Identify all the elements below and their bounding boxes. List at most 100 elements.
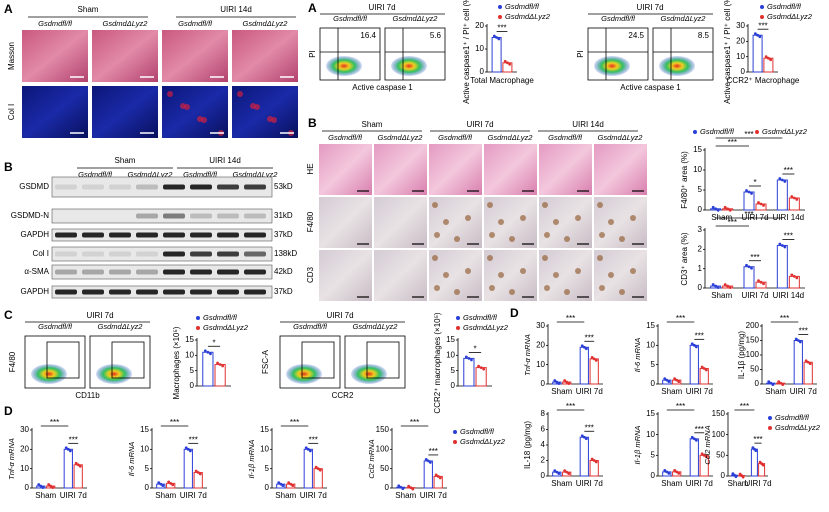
flow-x-label: CCR2: [332, 391, 354, 400]
bar: [491, 37, 502, 73]
genotype-label: GsdmdΔLyz2: [243, 19, 289, 28]
y-tick-label: 0: [385, 483, 390, 492]
y-tick-label: 10: [20, 464, 29, 473]
point: [167, 480, 171, 484]
point: [188, 449, 192, 453]
sig-label: ***: [309, 435, 318, 444]
y-tick-label: 15: [260, 425, 269, 434]
point: [723, 283, 727, 286]
x-tick-label: UIRI 7d: [420, 491, 447, 500]
legend-marker: [453, 430, 457, 434]
sig-label: ***: [780, 314, 789, 323]
y-tick-label: 10: [446, 350, 455, 359]
legend-label: GsdmdΔLyz2: [505, 12, 551, 21]
panel-label: D: [4, 404, 13, 418]
stain-spot: [509, 289, 515, 295]
gate-value: 5.6: [430, 31, 442, 40]
blot-band: [190, 269, 212, 275]
point: [663, 468, 667, 472]
point: [804, 359, 808, 363]
sig-label: *: [212, 338, 215, 347]
x-tick-label: Sham: [35, 491, 56, 500]
y-tick-label: 150: [712, 409, 726, 418]
gate-box: [301, 341, 335, 379]
y-axis-label: Il-1β mRNA: [633, 426, 642, 465]
point: [714, 207, 718, 211]
point: [567, 472, 571, 476]
blot-band: [82, 184, 104, 190]
y-axis-label: Active caspase1⁺ / PI⁺ cell (%): [462, 0, 471, 104]
blot-band: [217, 289, 239, 295]
y-tick-label: 0: [25, 483, 30, 492]
point: [780, 244, 784, 247]
bar: [776, 244, 788, 289]
flow-title: UIRI 7d: [326, 311, 353, 320]
y-tick-label: 5: [698, 185, 703, 194]
point: [584, 347, 588, 351]
stain-spot: [575, 215, 581, 221]
stain-spot: [454, 289, 460, 295]
sig-label: ***: [799, 327, 808, 336]
point: [690, 435, 694, 439]
y-tick-label: 0: [651, 379, 656, 388]
flow-density: [659, 56, 695, 76]
gate-box: [366, 341, 400, 379]
point: [592, 459, 596, 462]
blot-band: [163, 269, 185, 275]
blot-band: [244, 269, 266, 275]
stain-spot: [432, 202, 438, 208]
point: [711, 205, 715, 209]
point: [553, 379, 557, 382]
y-tick-label: 5: [265, 464, 270, 473]
bar: [793, 340, 803, 385]
point: [716, 286, 720, 289]
sig-label: *: [753, 178, 756, 187]
point: [756, 33, 759, 37]
sig-label: ***: [744, 210, 753, 219]
stain-spot: [498, 272, 504, 278]
point: [702, 367, 706, 370]
point: [728, 208, 732, 212]
y-tick-label: 0: [755, 379, 760, 388]
blot-row-label: GAPDH: [21, 230, 50, 239]
y-tick-label: 5: [145, 464, 150, 473]
point: [783, 245, 787, 249]
blot-band: [217, 269, 239, 275]
bar: [776, 179, 788, 211]
genotype-label: Gsdmdfl/fl: [328, 133, 362, 142]
y-tick-label: 0: [741, 67, 746, 76]
point: [734, 475, 738, 479]
stain-spot: [434, 232, 440, 238]
point: [557, 382, 561, 385]
point: [41, 486, 45, 489]
point: [753, 32, 757, 36]
y-tick-label: 0: [190, 381, 195, 390]
x-axis-label: Total Macrophage: [470, 76, 534, 85]
panel-label: B: [308, 116, 317, 130]
point: [663, 377, 667, 381]
x-tick-label: Sham: [275, 491, 296, 500]
y-tick-label: 50: [380, 464, 389, 473]
blot-strip: [51, 246, 273, 262]
panel-label: A: [308, 1, 317, 15]
row-label: HE: [306, 163, 315, 174]
sig-label: ***: [497, 24, 506, 33]
point: [677, 380, 681, 384]
bar: [743, 191, 755, 211]
point: [759, 280, 763, 284]
point: [808, 362, 812, 366]
y-tick-label: 0: [721, 471, 726, 480]
stain-spot: [489, 285, 495, 291]
point: [438, 476, 442, 480]
point: [424, 458, 428, 461]
sig-label: ***: [676, 402, 685, 411]
row-label: F4/80: [306, 211, 315, 232]
x-tick-label: UIRI 7d: [790, 387, 817, 396]
blot-band: [55, 184, 77, 190]
y-tick-label: 0: [698, 205, 703, 214]
x-tick-label: UIRI 7d: [576, 387, 603, 396]
genotype-label: Gsdmdfl/fl: [38, 322, 72, 331]
point: [409, 486, 413, 490]
genotype-label: GsdmdΔLyz2: [128, 170, 174, 179]
group-label: UIRI 14d: [220, 5, 252, 14]
